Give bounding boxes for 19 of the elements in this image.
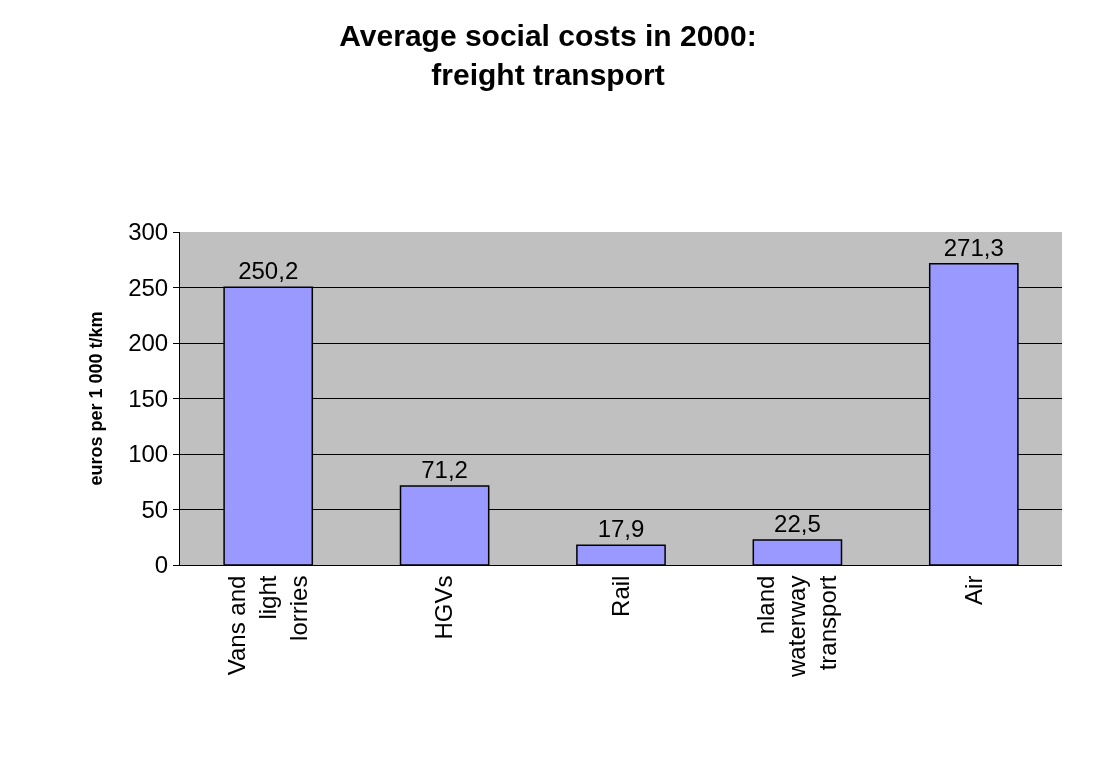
data-label: 17,9 (597, 515, 645, 543)
x-tick-label: Air (959, 575, 987, 605)
y-tick-label: 200 (128, 329, 169, 357)
x-tick-label: Vans and light lorries (222, 575, 313, 676)
y-tick-label: 150 (128, 384, 169, 412)
data-label: 22,5 (774, 510, 821, 538)
x-tick-label: HGVs (430, 575, 458, 640)
y-tick-label: 50 (141, 495, 169, 523)
data-label: 71,2 (421, 455, 468, 483)
chart-title: Average social costs in 2000: freight transport (339, 19, 757, 92)
y-tick-label: 250 (128, 273, 169, 301)
x-tick-label: Rail (606, 575, 634, 617)
y-axis-title: euros per 1 000 t/km (86, 311, 107, 486)
y-tick-label: 100 (128, 440, 169, 468)
data-label: 250,2 (238, 257, 299, 285)
y-tick-label: 0 (154, 551, 169, 579)
data-label: 271,3 (943, 233, 1004, 261)
y-tick-label: 300 (128, 218, 169, 246)
x-tick-label: nland waterway transport (752, 575, 842, 678)
